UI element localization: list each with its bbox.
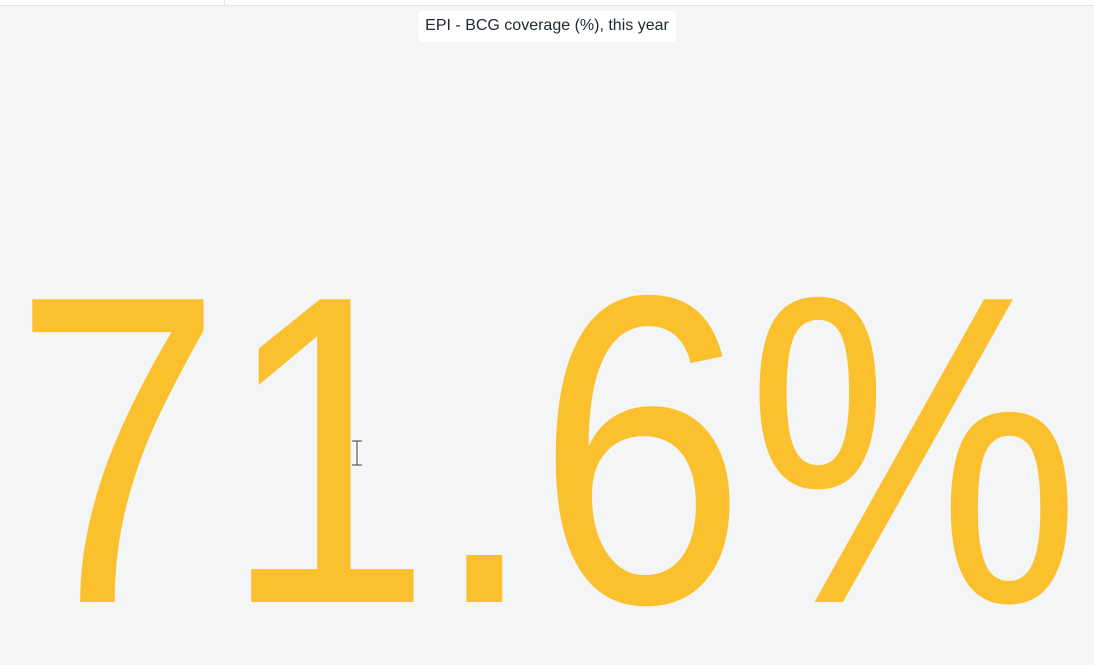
single-value-visualization: EPI - BCG coverage (%), this year 71.6% xyxy=(0,6,1094,665)
big-value-text: 71.6% xyxy=(13,205,1081,665)
top-toolbar-strip xyxy=(0,0,1094,6)
big-value-display: 71.6% xyxy=(13,205,1081,665)
text-cursor-icon xyxy=(352,440,362,466)
visualization-title: EPI - BCG coverage (%), this year xyxy=(418,11,676,42)
toolbar-divider xyxy=(224,0,225,5)
